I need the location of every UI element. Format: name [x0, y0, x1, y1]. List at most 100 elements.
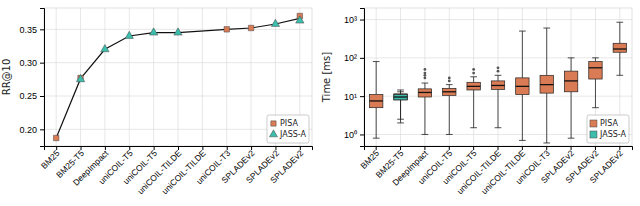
box [394, 90, 407, 123]
legend-item: PISA [590, 119, 618, 128]
whisker-high [498, 75, 499, 81]
y-tick-mark [360, 20, 364, 21]
box-body [418, 89, 431, 97]
y-tick-mark [40, 96, 44, 97]
point [248, 25, 253, 30]
legend-box [267, 115, 309, 143]
cap-high [495, 75, 502, 76]
y-tick-mark [40, 129, 44, 130]
grid-line-x [202, 8, 203, 146]
median [540, 84, 553, 85]
box [516, 31, 529, 140]
grid-line-x [424, 8, 425, 146]
y-axis-line [40, 9, 45, 147]
box [564, 58, 577, 138]
x-tick-mark [56, 146, 57, 150]
whisker-high [424, 83, 425, 89]
panel: 0.200.250.300.35BM25BM25-T5DeepImpactuni… [1, 8, 313, 196]
x-axis: BM25BM25-T5DeepImpactuniCOIL-T5uniCOIL-T… [358, 146, 632, 196]
cap-low [519, 140, 526, 141]
legend: PISA JASS-A [587, 115, 629, 143]
legend-label: JASS-A [599, 130, 627, 139]
x-tick-mark [105, 146, 106, 150]
box-body [467, 82, 480, 90]
x-tick: SPLADEv2 [588, 146, 625, 185]
cap-low [397, 122, 404, 123]
point [76, 75, 84, 82]
legend-box [587, 115, 629, 143]
grid-line-x [498, 8, 499, 146]
y-tick-label: 0.35 [19, 25, 37, 35]
box-body [443, 88, 456, 95]
grid [44, 8, 312, 146]
y-tick: 0.35 [19, 25, 44, 35]
point [174, 28, 182, 35]
median [564, 80, 577, 81]
point [296, 16, 304, 23]
x-tick-mark [424, 146, 425, 150]
flier [424, 72, 427, 75]
box-body [369, 95, 382, 108]
x-tick-label: SPLADEv2 [268, 148, 305, 185]
whisker-high [546, 28, 547, 75]
cap-low [446, 134, 453, 135]
point [271, 19, 279, 26]
whisker-high [376, 62, 377, 95]
x-tick: BM25 [39, 146, 62, 171]
x-tick: BM25 [358, 146, 381, 171]
box [369, 62, 382, 139]
y-tick: 0.25 [19, 91, 44, 101]
grid-line-x [522, 8, 523, 146]
x-tick-mark [376, 146, 377, 150]
x-tick-mark [473, 146, 474, 150]
plot-frame [364, 8, 632, 146]
x-tick-mark [129, 146, 130, 150]
whisker-high [595, 58, 596, 62]
box [467, 68, 480, 128]
grid [364, 8, 632, 146]
box-body [394, 94, 407, 100]
x-tick-mark [227, 146, 228, 150]
y-tick: 10¹ [344, 92, 364, 102]
point [224, 27, 229, 32]
box [443, 76, 456, 134]
flier [497, 70, 500, 73]
y-axis: 0.200.250.300.35 [19, 9, 44, 147]
grid-line-x [400, 8, 401, 146]
y-tick: 10² [344, 53, 364, 63]
median [589, 67, 602, 68]
x-tick-mark [400, 146, 401, 150]
whisker-low [424, 97, 425, 134]
x-tick-mark [154, 146, 155, 150]
legend-swatch [590, 120, 597, 127]
y-axis-title: RR@10 [1, 59, 12, 96]
y-tick-label: 0.25 [19, 91, 37, 101]
box-body [394, 95, 407, 100]
box-body [540, 75, 553, 93]
y-tick-mark [360, 58, 364, 59]
median [394, 96, 407, 97]
y-tick-mark [360, 96, 364, 97]
median [369, 100, 382, 101]
flier [497, 66, 500, 69]
y-tick: 0.20 [19, 125, 44, 135]
flier [448, 80, 451, 83]
flier [424, 68, 427, 71]
whisker-low [473, 90, 474, 128]
cap-high [470, 76, 477, 77]
x-tick-mark [202, 146, 203, 150]
whisker-high [449, 85, 450, 89]
x-tick-mark [571, 146, 572, 150]
cap-low [422, 134, 429, 135]
cap-high [568, 57, 575, 58]
x-tick-mark [178, 146, 179, 150]
y-tick-mark [360, 134, 364, 135]
box-body [516, 78, 529, 95]
cap-low [397, 119, 404, 120]
grid-line-x [376, 8, 377, 146]
legend-label: JASS-A [279, 130, 307, 139]
x-tick-mark [300, 146, 301, 150]
whisker-low [400, 100, 401, 119]
flier [424, 76, 427, 79]
y-tick-label: 0.20 [19, 125, 37, 135]
